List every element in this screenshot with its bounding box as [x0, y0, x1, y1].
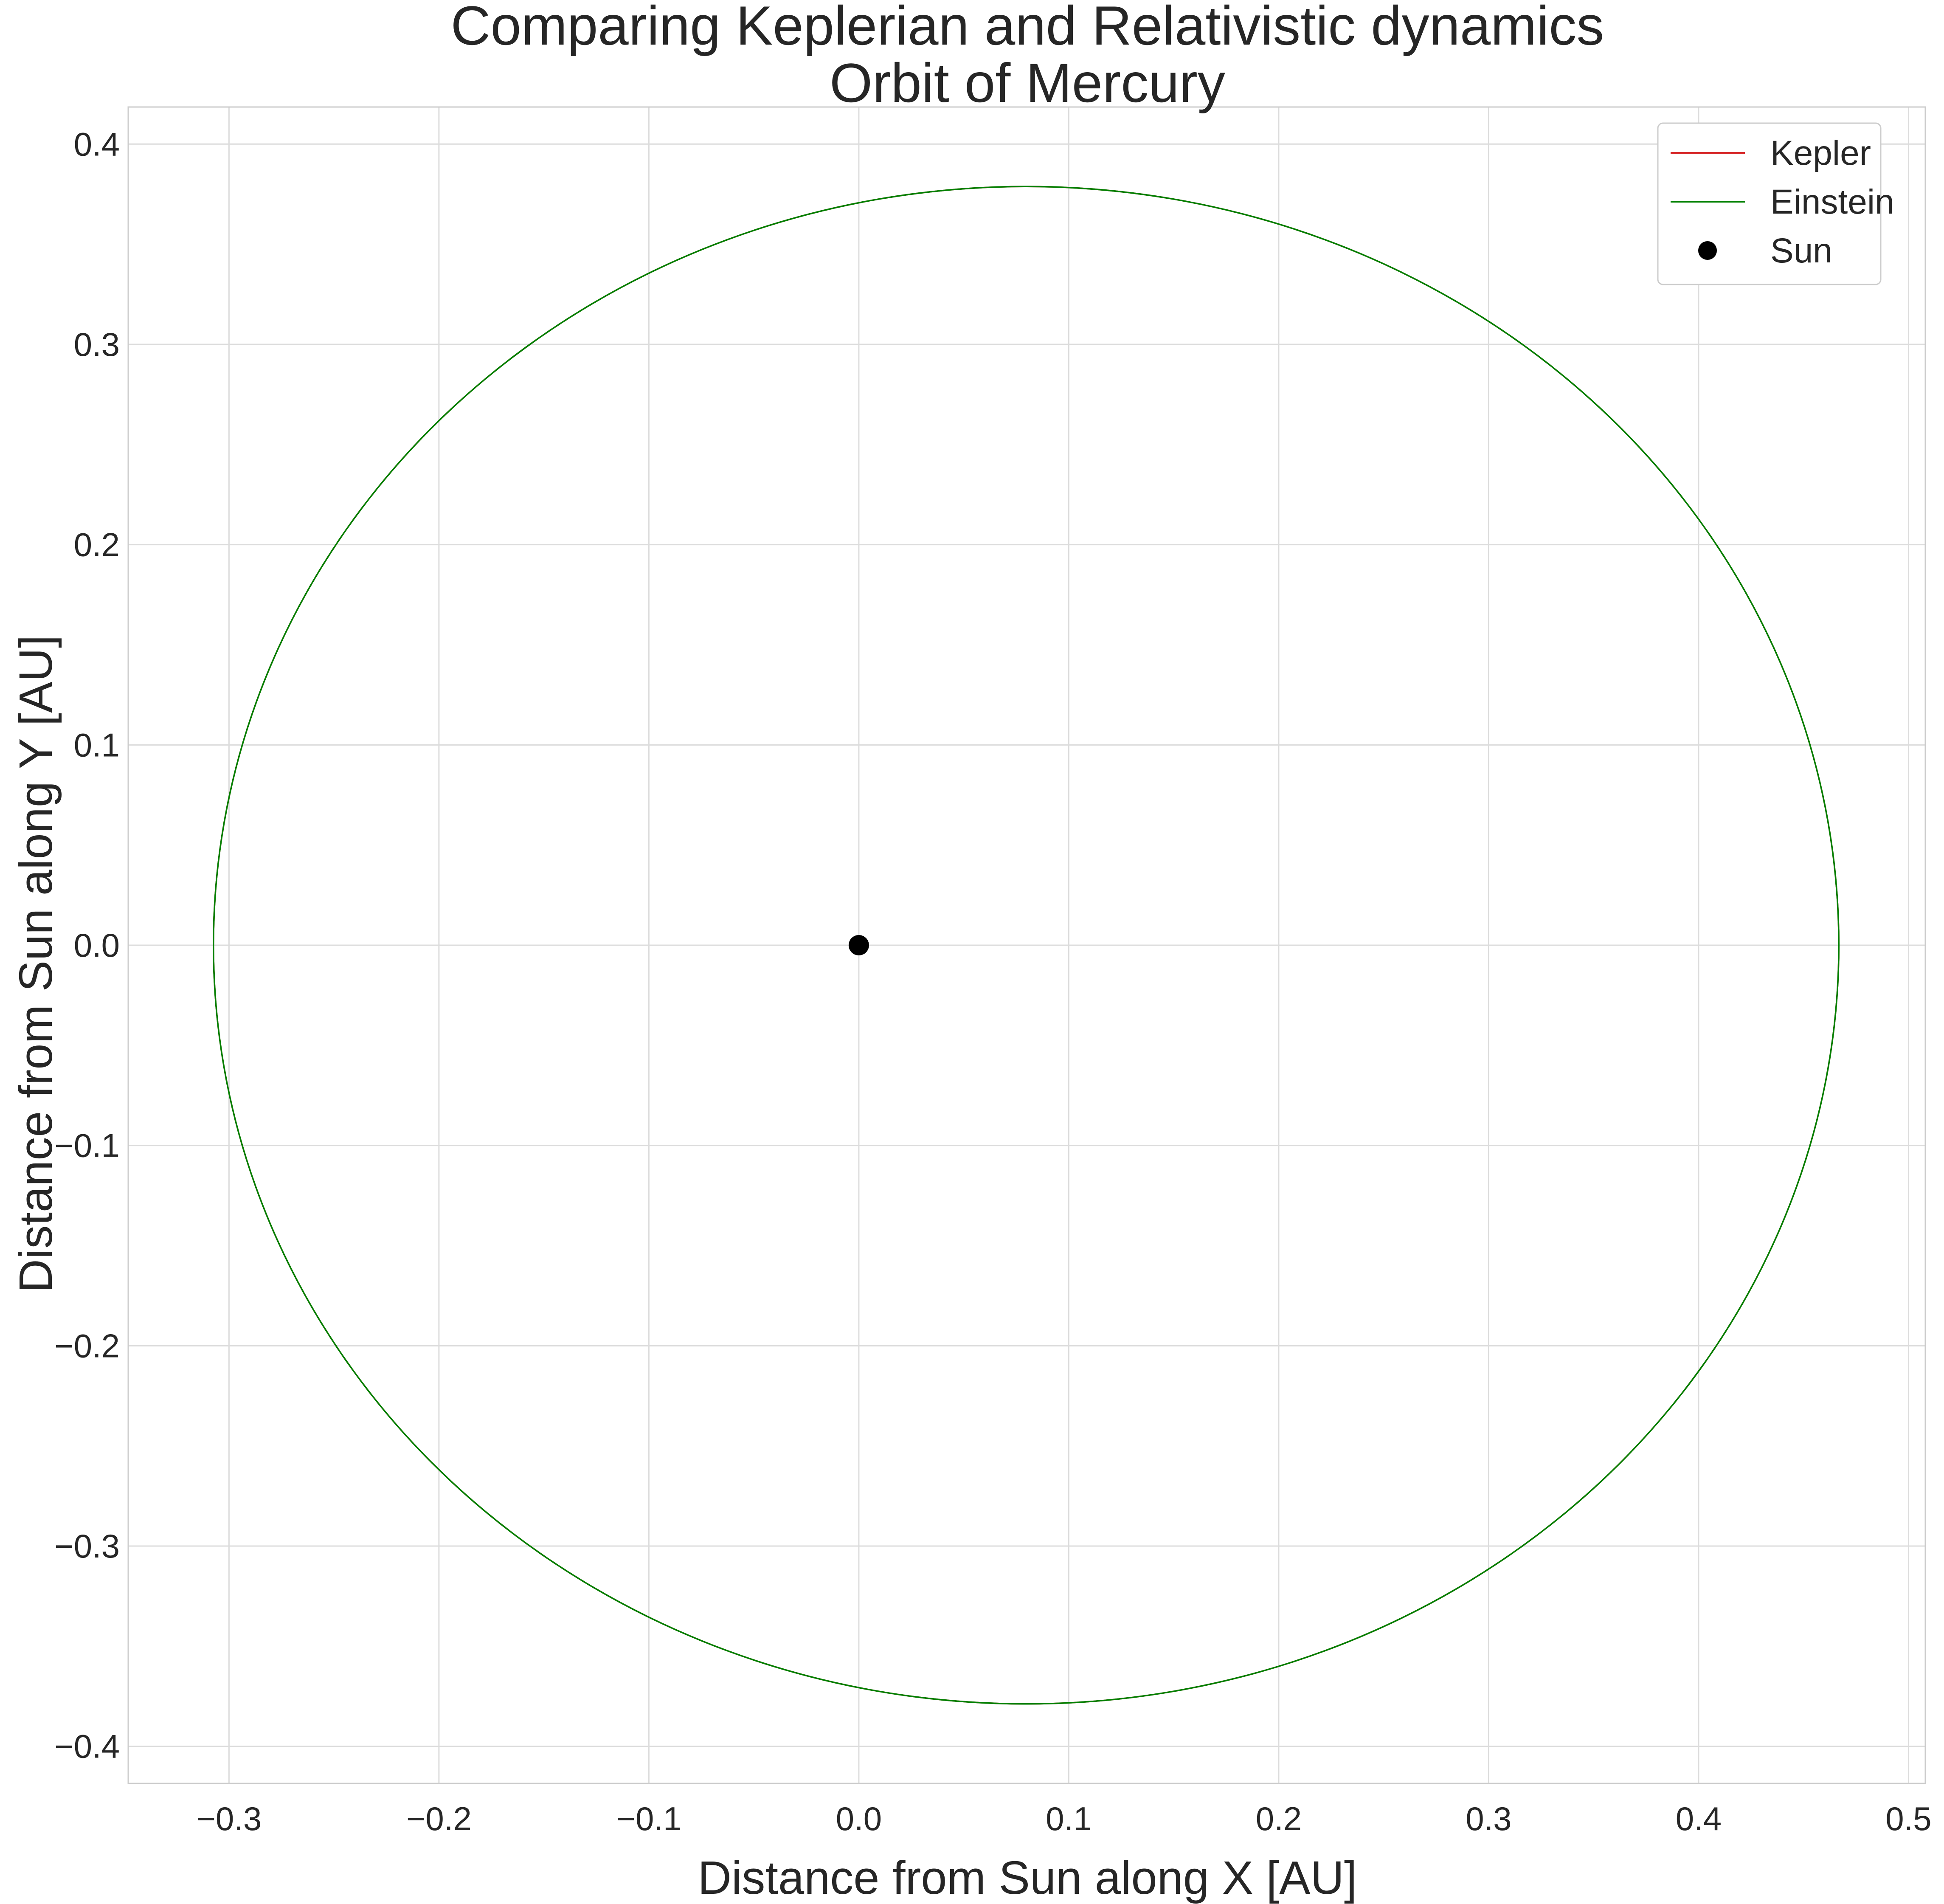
x-tick-label: 0.1	[1046, 1800, 1092, 1837]
y-axis-label: Distance from Sun along Y [AU]	[10, 635, 62, 1293]
y-tick-label: −0.1	[54, 1127, 120, 1164]
legend-einstein-label: Einstein	[1770, 183, 1894, 221]
y-tick-label: −0.3	[54, 1527, 120, 1565]
chart-title-line1: Comparing Keplerian and Relativistic dyn…	[451, 0, 1604, 56]
legend-sun-label: Sun	[1770, 231, 1832, 270]
y-tick-label: 0.2	[74, 526, 120, 563]
legend: Kepler Einstein Sun	[1657, 122, 1894, 285]
chart-title-line2: Orbit of Mercury	[830, 52, 1225, 114]
plot-frame	[127, 106, 1926, 1784]
y-tick-labels: 0.4 0.3 0.2 0.1 0.0 −0.1 −0.2 −0.3 −0.4	[54, 125, 120, 1765]
legend-kepler-label: Kepler	[1770, 134, 1871, 172]
y-tick-label: −0.4	[54, 1728, 120, 1765]
x-tick-label: 0.0	[836, 1800, 882, 1837]
x-tick-label: 0.3	[1466, 1800, 1511, 1837]
sun-marker	[848, 935, 869, 955]
x-tick-label: −0.3	[196, 1800, 262, 1837]
legend-sun-marker	[1698, 241, 1717, 260]
y-tick-label: −0.2	[54, 1327, 120, 1364]
x-tick-label: −0.1	[616, 1800, 681, 1837]
x-tick-label: 0.4	[1676, 1800, 1722, 1837]
y-tick-label: 0.0	[74, 927, 120, 964]
y-tick-label: 0.1	[74, 726, 120, 763]
y-tick-label: 0.3	[74, 326, 120, 363]
x-axis-label: Distance from Sun along X [AU]	[698, 1852, 1357, 1904]
x-tick-labels: −0.3 −0.2 −0.1 0.0 0.1 0.2 0.3 0.4 0.5	[196, 1800, 1931, 1837]
x-tick-label: −0.2	[406, 1800, 472, 1837]
einstein-orbit-line	[213, 186, 1840, 1705]
x-tick-label: 0.5	[1885, 1800, 1931, 1837]
grid-lines	[128, 107, 1925, 1783]
x-tick-label: 0.2	[1256, 1800, 1302, 1837]
y-tick-label: 0.4	[74, 125, 120, 163]
series-layer	[213, 186, 1840, 1705]
